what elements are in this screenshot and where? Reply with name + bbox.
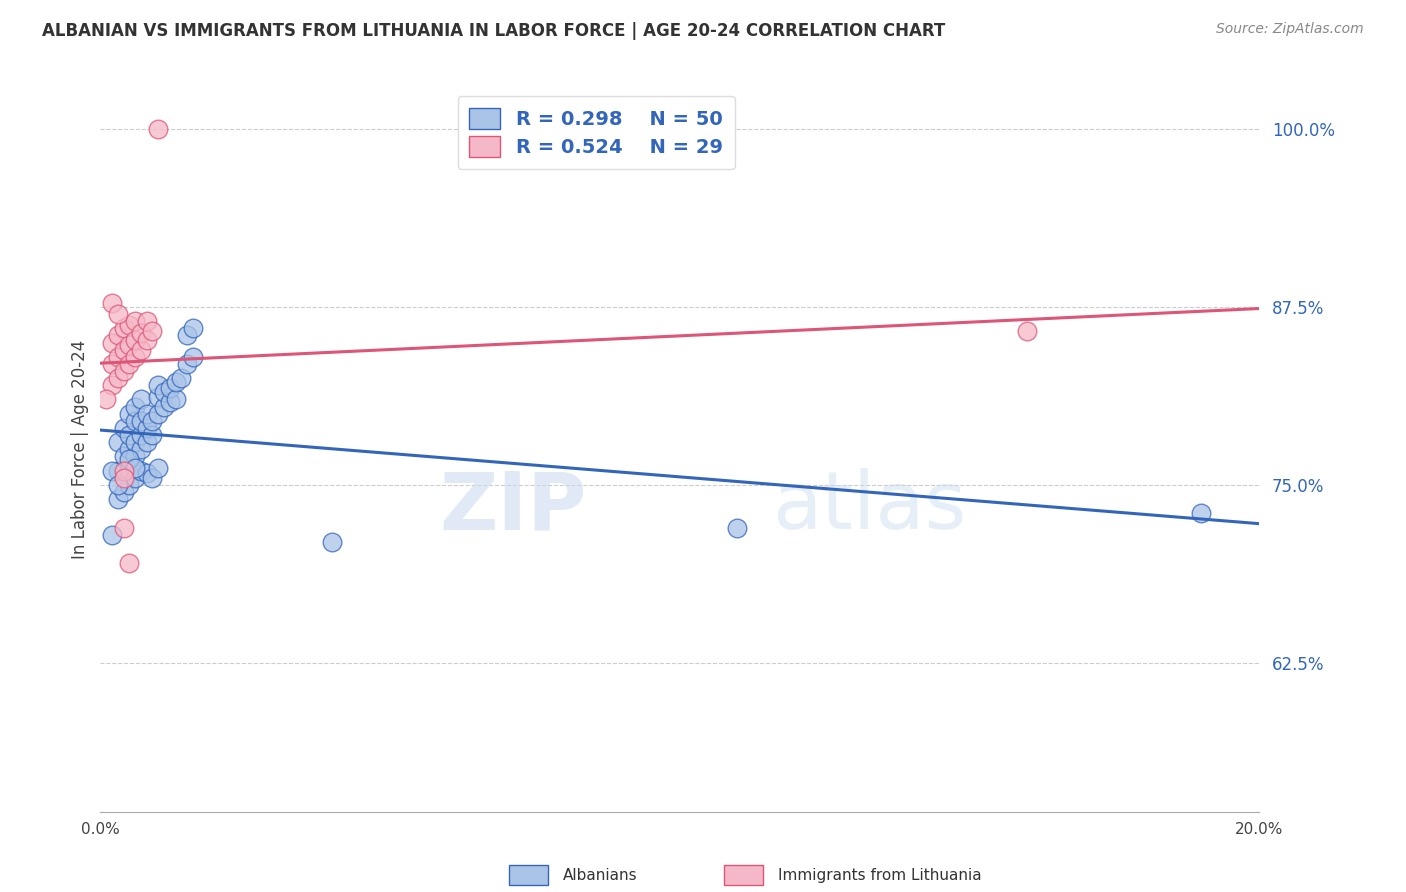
Point xyxy=(112,471,135,485)
Point xyxy=(101,357,124,371)
Point xyxy=(135,467,157,481)
Point xyxy=(112,364,135,378)
Text: atlas: atlas xyxy=(772,468,966,546)
Point xyxy=(141,324,163,338)
Point xyxy=(112,485,135,500)
Point xyxy=(129,442,152,457)
Point xyxy=(101,295,124,310)
Point xyxy=(159,395,181,409)
Point xyxy=(181,321,204,335)
Point xyxy=(107,371,129,385)
Text: Source: ZipAtlas.com: Source: ZipAtlas.com xyxy=(1216,22,1364,37)
Y-axis label: In Labor Force | Age 20-24: In Labor Force | Age 20-24 xyxy=(72,340,89,559)
Point xyxy=(181,350,204,364)
Point xyxy=(124,414,146,428)
Point xyxy=(176,328,198,343)
Point xyxy=(124,400,146,414)
Point xyxy=(129,414,152,428)
Point xyxy=(153,385,176,400)
Point xyxy=(124,350,146,364)
Point xyxy=(112,321,135,335)
Point xyxy=(107,350,129,364)
Point xyxy=(176,357,198,371)
Point xyxy=(107,307,129,321)
Point xyxy=(107,435,129,450)
Point xyxy=(118,407,141,421)
Point xyxy=(141,428,163,442)
Point xyxy=(107,328,129,343)
Text: ZIP: ZIP xyxy=(440,468,586,546)
Point xyxy=(118,556,141,570)
Point xyxy=(124,471,146,485)
Point xyxy=(124,333,146,347)
Text: Immigrants from Lithuania: Immigrants from Lithuania xyxy=(778,868,981,882)
Point xyxy=(118,478,141,492)
Point xyxy=(135,435,157,450)
Point xyxy=(101,464,124,478)
Point xyxy=(118,338,141,352)
Point xyxy=(159,381,181,395)
Point xyxy=(107,491,129,506)
Point xyxy=(148,378,170,392)
Point xyxy=(135,333,157,347)
Text: Albanians: Albanians xyxy=(562,868,637,882)
Point xyxy=(135,407,157,421)
Point xyxy=(101,527,124,541)
Point xyxy=(153,400,176,414)
Point xyxy=(725,520,748,534)
Point xyxy=(124,435,146,450)
Point xyxy=(129,428,152,442)
Point xyxy=(165,392,187,407)
Point xyxy=(165,376,187,390)
Point xyxy=(170,371,193,385)
Point xyxy=(107,464,129,478)
Point xyxy=(101,335,124,350)
Point xyxy=(112,450,135,464)
Point xyxy=(148,460,170,475)
Point xyxy=(124,460,146,475)
Point xyxy=(129,392,152,407)
Point xyxy=(148,390,170,404)
Text: ALBANIAN VS IMMIGRANTS FROM LITHUANIA IN LABOR FORCE | AGE 20-24 CORRELATION CHA: ALBANIAN VS IMMIGRANTS FROM LITHUANIA IN… xyxy=(42,22,945,40)
Point xyxy=(112,520,135,534)
Point xyxy=(124,450,146,464)
Point xyxy=(129,464,152,478)
Point xyxy=(94,392,117,407)
Point xyxy=(129,343,152,357)
Point xyxy=(101,378,124,392)
Point xyxy=(321,534,343,549)
Point xyxy=(141,414,163,428)
Point xyxy=(1189,506,1212,520)
Point xyxy=(118,428,141,442)
Point xyxy=(141,471,163,485)
Point xyxy=(135,314,157,328)
Point xyxy=(112,343,135,357)
Point xyxy=(118,452,141,467)
Point xyxy=(135,421,157,435)
Point xyxy=(124,314,146,328)
Point xyxy=(118,357,141,371)
Point xyxy=(148,407,170,421)
Point xyxy=(112,464,135,478)
Point xyxy=(148,122,170,136)
Point xyxy=(118,442,141,457)
Point xyxy=(118,318,141,333)
Point xyxy=(112,421,135,435)
Point xyxy=(1015,324,1038,338)
Point xyxy=(129,326,152,340)
Point xyxy=(107,478,129,492)
Legend: R = 0.298    N = 50, R = 0.524    N = 29: R = 0.298 N = 50, R = 0.524 N = 29 xyxy=(457,96,734,169)
